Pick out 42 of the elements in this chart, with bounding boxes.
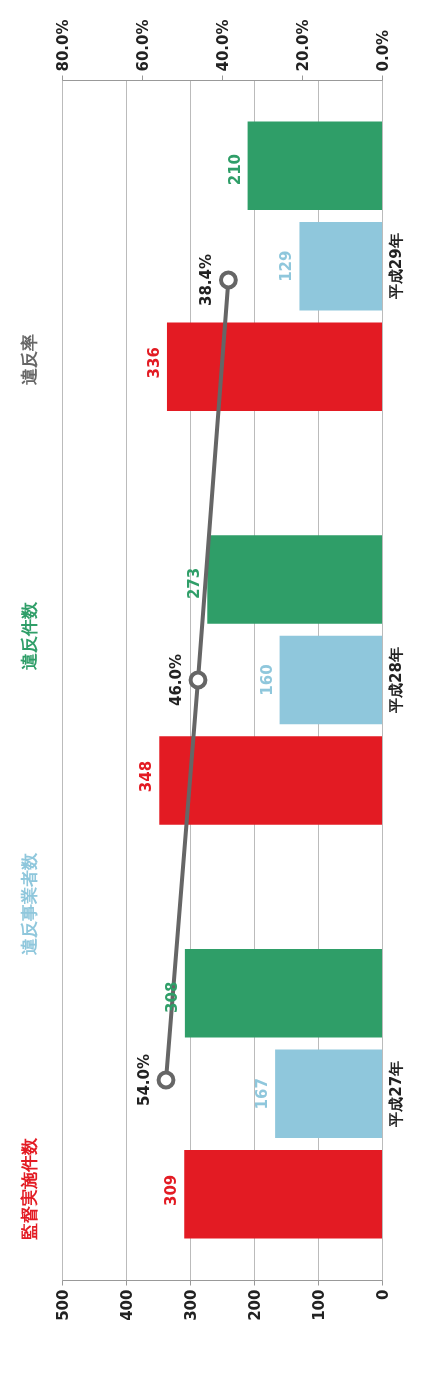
bar xyxy=(184,948,382,1038)
data-label: 348 xyxy=(137,760,156,793)
bar xyxy=(159,736,382,825)
text: 違反事業者数 xyxy=(19,852,39,955)
data-label: 167 xyxy=(253,1078,272,1110)
text: 監督実施件数 xyxy=(19,1137,39,1240)
point xyxy=(218,270,238,290)
data-label: 54.0% xyxy=(135,1053,153,1107)
data-label: 336 xyxy=(144,347,163,379)
x-tick-label: 200 xyxy=(245,1289,264,1321)
y-tick-label: 平成29年 xyxy=(386,233,405,301)
data-label: 273 xyxy=(185,567,204,600)
x2-tick-label: 80.0% xyxy=(53,19,72,72)
bar xyxy=(275,1049,382,1139)
x-tick-label: 300 xyxy=(181,1289,200,1321)
bar xyxy=(166,322,382,412)
x-tick-label: 500 xyxy=(53,1289,72,1321)
point xyxy=(156,1070,176,1090)
bar xyxy=(247,121,382,210)
bar xyxy=(279,635,382,725)
data-label: 308 xyxy=(162,981,181,1013)
text: 違反率 xyxy=(19,334,39,385)
x2-tick-label: 40.0% xyxy=(213,19,232,72)
data-label: 46.0% xyxy=(167,653,185,707)
data-label: 129 xyxy=(277,250,296,282)
text: 違反件数 xyxy=(19,601,39,670)
bar xyxy=(184,1150,382,1239)
x-tick-label: 100 xyxy=(309,1289,328,1321)
x2-tick-label: 0.0% xyxy=(373,29,392,72)
x2-tick-label: 20.0% xyxy=(293,19,312,72)
y-tick-label: 平成28年 xyxy=(386,647,405,714)
x-tick-label: 0 xyxy=(373,1289,392,1300)
data-label: 210 xyxy=(225,154,244,186)
data-label: 309 xyxy=(162,1174,181,1206)
data-label: 38.4% xyxy=(197,253,216,307)
point xyxy=(188,670,208,690)
bar xyxy=(299,221,382,311)
x2-tick-label: 60.0% xyxy=(133,19,152,72)
x-tick-label: 400 xyxy=(117,1289,136,1321)
data-label: 160 xyxy=(257,664,276,696)
y-tick-label: 平成27年 xyxy=(386,1060,405,1128)
bar xyxy=(207,535,382,624)
